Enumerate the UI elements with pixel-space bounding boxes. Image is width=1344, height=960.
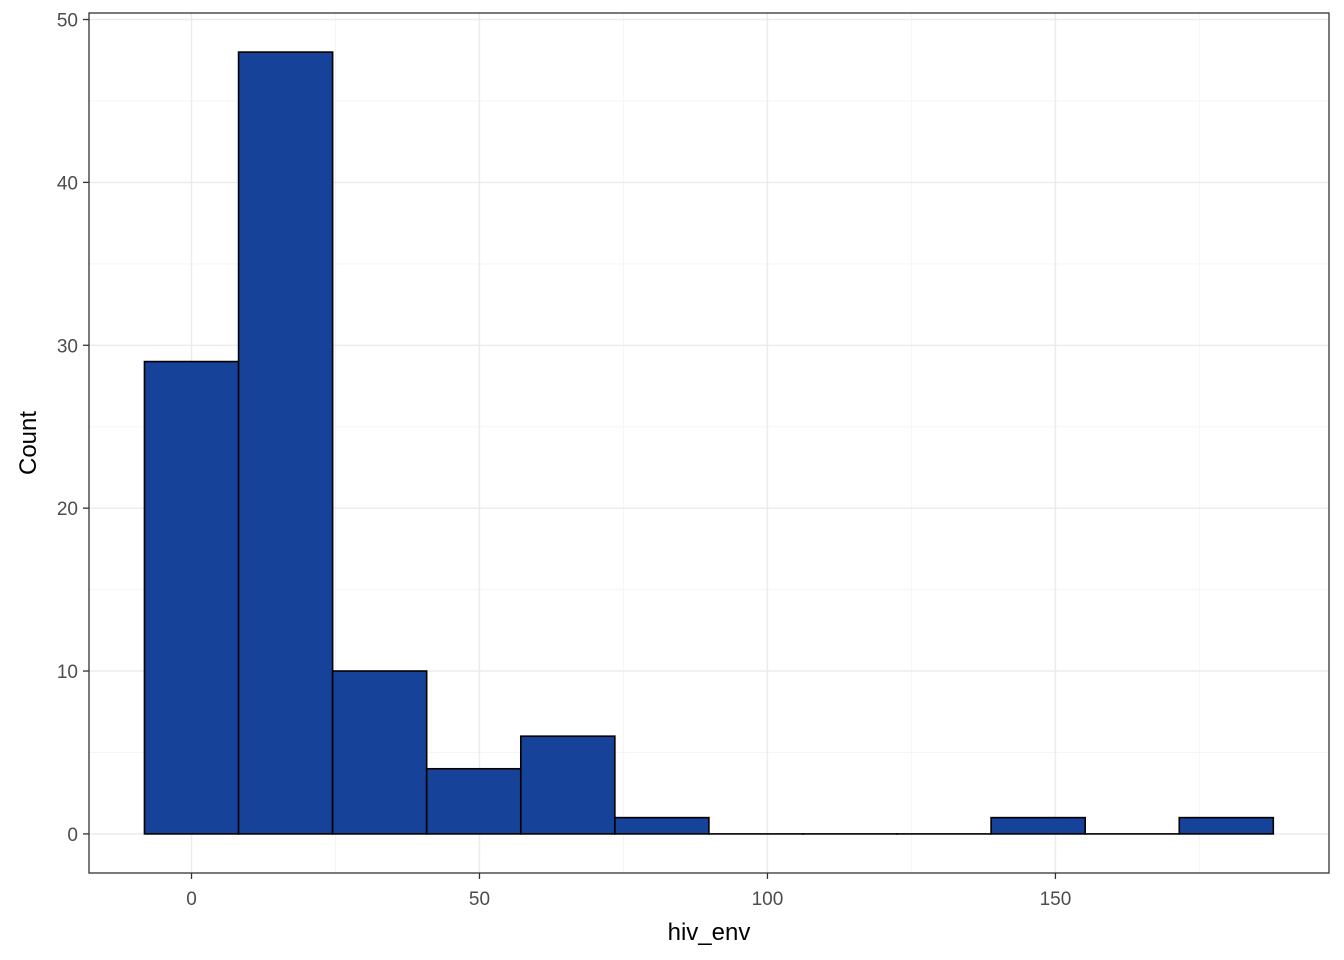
histogram-bar xyxy=(519,735,616,835)
histogram-bar xyxy=(143,360,240,835)
y-axis: 0 10 20 30 40 50 xyxy=(57,11,89,846)
x-tick-label: 0 xyxy=(186,889,197,910)
x-axis: 0 50 100 150 xyxy=(186,873,1071,910)
histogram-bars xyxy=(143,51,1275,835)
histogram-bar xyxy=(990,816,1087,835)
y-tick-label: 50 xyxy=(57,11,78,32)
histogram-bar xyxy=(237,51,334,835)
y-tick-label: 30 xyxy=(57,336,78,357)
y-tick-label: 20 xyxy=(57,499,78,520)
histogram-bar xyxy=(425,767,522,835)
histogram-bar xyxy=(1178,816,1275,835)
x-tick-label: 50 xyxy=(469,889,490,910)
x-tick-label: 100 xyxy=(752,889,784,910)
y-tick-label: 0 xyxy=(67,825,78,846)
y-tick-label: 10 xyxy=(57,662,78,683)
histogram-bar xyxy=(331,670,428,835)
y-tick-label: 40 xyxy=(57,173,78,194)
histogram-bar xyxy=(614,816,710,835)
panel-border xyxy=(88,12,1330,874)
x-tick-label: 150 xyxy=(1040,889,1072,910)
y-axis-title: Count xyxy=(15,411,42,475)
x-axis-title: hiv_env xyxy=(668,919,751,946)
